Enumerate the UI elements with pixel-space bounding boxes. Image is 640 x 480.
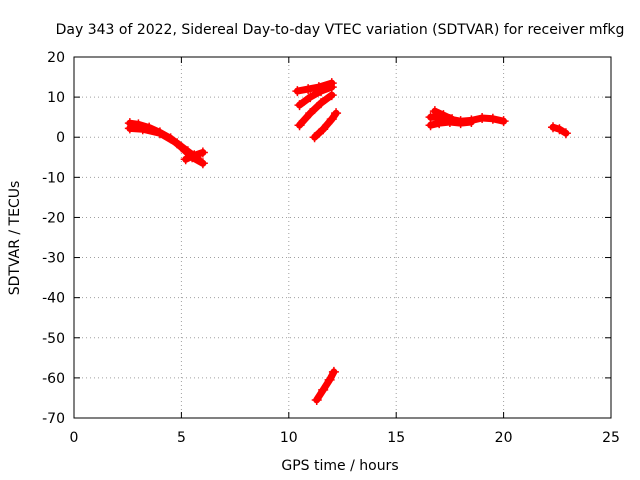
data-point [498, 116, 509, 127]
data-point [438, 110, 449, 121]
data-traces [124, 78, 571, 405]
data-point [124, 123, 135, 134]
data-point [326, 90, 337, 101]
grid-lines [74, 57, 611, 418]
data-point [305, 92, 316, 103]
data-point [172, 138, 183, 149]
data-point [154, 128, 165, 139]
data-point [447, 114, 458, 125]
data-point [292, 86, 303, 97]
data-trace-trace-6 [313, 368, 338, 404]
data-point [189, 150, 200, 161]
data-trace-trace-2 [293, 79, 336, 95]
data-point [429, 106, 440, 117]
y-tick-label: -70 [42, 411, 65, 427]
data-point [548, 122, 559, 133]
data-point [560, 128, 571, 139]
data-point [316, 98, 327, 109]
data-point [180, 154, 191, 165]
data-point [311, 394, 322, 405]
y-tick-label: -40 [42, 291, 65, 307]
data-point [294, 100, 305, 111]
data-point [316, 86, 327, 97]
data-point [294, 120, 305, 131]
chart-title: Day 343 of 2022, Sidereal Day-to-day VTE… [56, 22, 625, 38]
data-point [137, 124, 148, 135]
x-tick-label: 10 [280, 430, 298, 446]
data-point [328, 366, 339, 377]
y-tick-label: 10 [47, 90, 65, 106]
data-point [554, 124, 565, 135]
data-point [303, 84, 314, 95]
y-axis-label: SDTVAR / TECUs [7, 181, 23, 296]
y-tick-label: 0 [56, 130, 65, 146]
data-trace-trace-3 [296, 83, 336, 109]
data-point [324, 374, 335, 385]
data-point [309, 132, 320, 143]
data-point [318, 384, 329, 395]
x-tick-label: 15 [387, 430, 405, 446]
data-trace-trace-4 [296, 91, 336, 129]
x-tick-label: 5 [177, 430, 186, 446]
x-tick-label: 25 [602, 430, 620, 446]
data-point [318, 124, 329, 135]
axes: 0 5 10 15 20 25 20 10 0 -10 -20 -30 -40 -50 -60 -70 [42, 50, 620, 446]
data-point [326, 114, 337, 125]
x-tick-label: 0 [70, 430, 79, 446]
data-point [477, 112, 488, 123]
y-tick-label: -50 [42, 331, 65, 347]
y-tick-label: -30 [42, 251, 65, 267]
y-tick-label: -60 [42, 371, 65, 387]
data-point [331, 108, 342, 119]
x-axis-label: GPS time / hours [281, 458, 398, 474]
y-tick-label: 20 [47, 50, 65, 66]
data-point [434, 118, 445, 129]
data-trace-trace-5 [311, 109, 340, 141]
data-point [455, 118, 466, 129]
data-point [487, 113, 498, 124]
data-point [305, 108, 316, 119]
data-point [466, 116, 477, 127]
x-tick-label: 20 [495, 430, 513, 446]
y-tick-label: -20 [42, 210, 65, 226]
plot-frame [73, 56, 612, 419]
data-point [197, 147, 208, 158]
data-point [425, 120, 436, 131]
y-tick-label: -10 [42, 170, 65, 186]
